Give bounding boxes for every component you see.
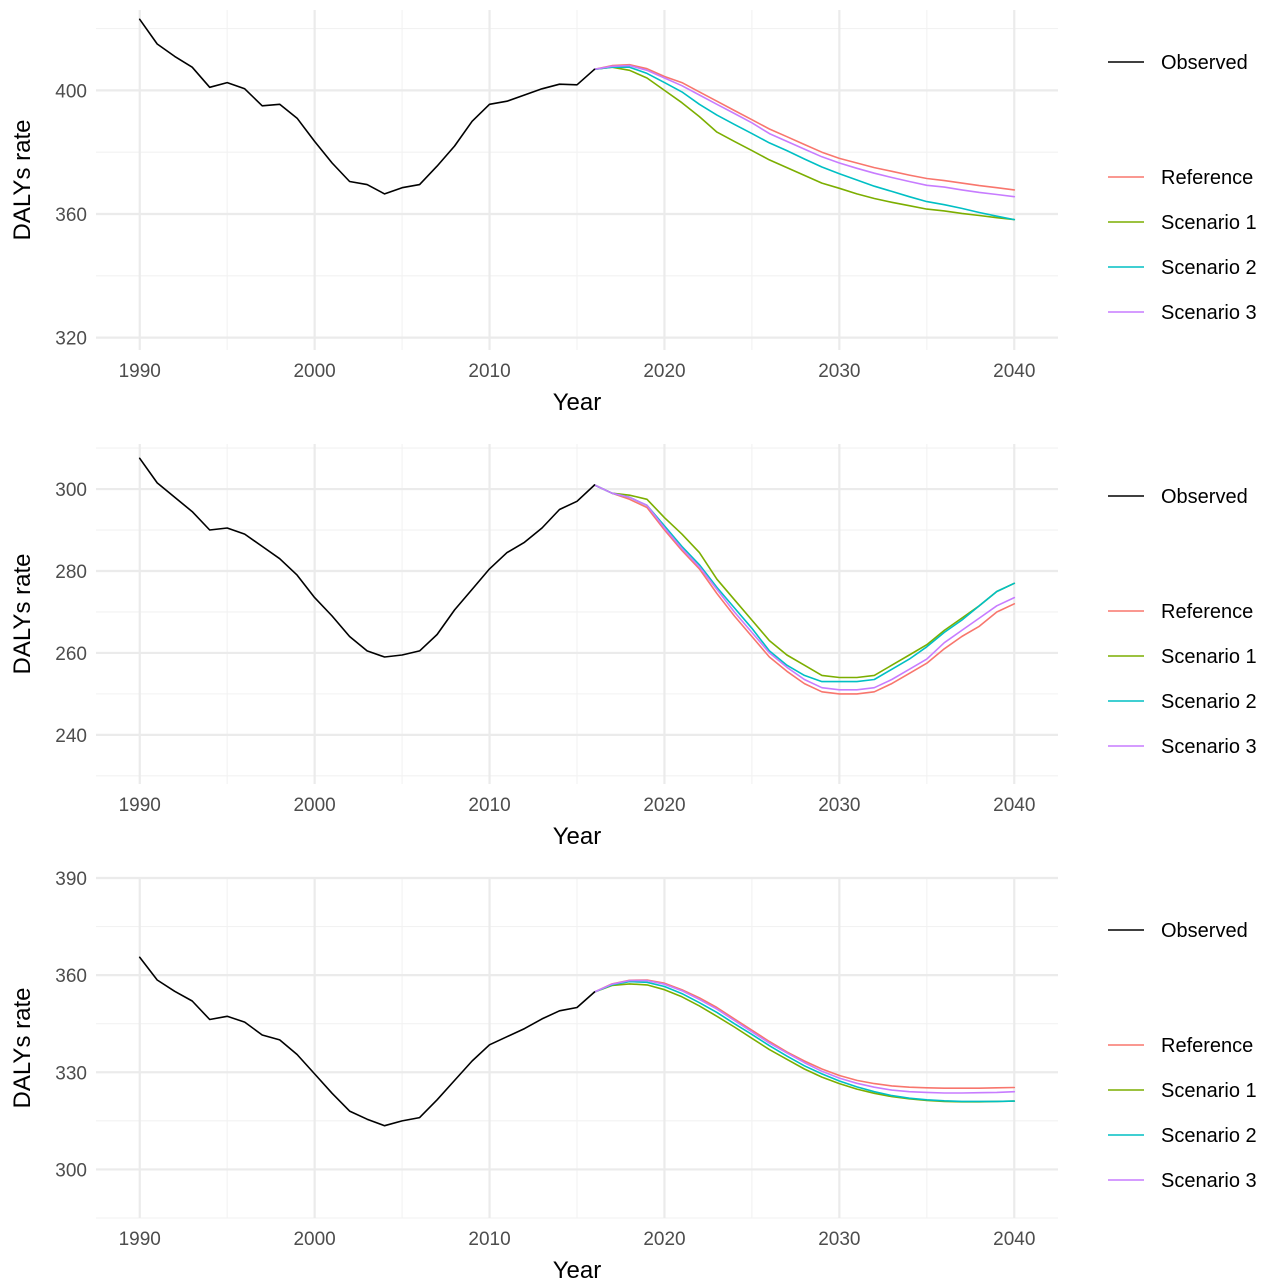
series-line-scenario-3 bbox=[593, 64, 1016, 198]
y-tick-label: 390 bbox=[55, 869, 87, 890]
series-line-reference bbox=[593, 979, 1016, 1089]
series-line-scenario-1 bbox=[593, 484, 1016, 679]
y-axis-title: DALYs rate bbox=[9, 554, 36, 675]
chart-panel-2: 1990 2000 2010 2020 2030 2040 240 260 280 300 Year… bbox=[9, 444, 1257, 850]
y-tick-label: 400 bbox=[55, 81, 87, 102]
legend-label-reference: Reference bbox=[1161, 601, 1253, 623]
y-tick-label: 330 bbox=[55, 1063, 87, 1084]
legend-label-reference: Reference bbox=[1161, 1035, 1253, 1057]
series-line-observed bbox=[138, 956, 596, 1127]
x-tick-label: 2010 bbox=[468, 1229, 510, 1250]
chart-panel-3: 1990 2000 2010 2020 2030 2040 300 330 360 390 Year… bbox=[9, 869, 1257, 1284]
x-tick-label: 2040 bbox=[993, 361, 1035, 382]
x-tick-label: 2030 bbox=[818, 361, 860, 382]
y-tick-label: 300 bbox=[55, 480, 87, 501]
y-tick-label: 260 bbox=[55, 644, 87, 665]
x-tick-label: 2030 bbox=[818, 1229, 860, 1250]
y-tick-label: 360 bbox=[55, 205, 87, 226]
legend: Observed Reference Scenario 1 Scenario 2 Sce… bbox=[1108, 486, 1257, 758]
legend: Observed Reference Scenario 1 Scenario 2 Sce… bbox=[1108, 920, 1257, 1192]
x-tick-label: 2010 bbox=[468, 361, 510, 382]
y-tick-label: 300 bbox=[55, 1160, 87, 1181]
x-tick-label: 2020 bbox=[643, 1229, 685, 1250]
x-tick-label: 2000 bbox=[293, 795, 335, 816]
series-line-reference bbox=[593, 484, 1016, 695]
x-tick-label: 2020 bbox=[643, 795, 685, 816]
y-tick-label: 360 bbox=[55, 966, 87, 987]
series-line-scenario-3 bbox=[593, 979, 1016, 1094]
series-line-scenario-2 bbox=[593, 484, 1016, 683]
x-tick-label: 2010 bbox=[468, 795, 510, 816]
y-axis-title: DALYs rate bbox=[9, 120, 36, 241]
x-axis-title: Year bbox=[553, 389, 602, 416]
x-tick-label: 2000 bbox=[293, 361, 335, 382]
legend-label-scenario-2: Scenario 2 bbox=[1161, 691, 1257, 713]
legend-label-scenario-2: Scenario 2 bbox=[1161, 257, 1257, 279]
series-line-scenario-1 bbox=[593, 983, 1016, 1103]
legend-label-scenario-3: Scenario 3 bbox=[1161, 1170, 1257, 1192]
x-tick-label: 2040 bbox=[993, 795, 1035, 816]
legend: Observed Reference Scenario 1 Scenario 2 Sce… bbox=[1108, 52, 1257, 324]
legend-label-scenario-1: Scenario 1 bbox=[1161, 212, 1257, 234]
y-tick-label: 240 bbox=[55, 726, 87, 747]
chart-panel-1: 1990 2000 2010 2020 2030 2040 320 360 400 Year DAL… bbox=[9, 10, 1257, 416]
x-tick-label: 1990 bbox=[119, 361, 161, 382]
y-tick-label: 320 bbox=[55, 329, 87, 350]
legend-label-scenario-3: Scenario 3 bbox=[1161, 302, 1257, 324]
series-line-observed bbox=[138, 457, 596, 658]
legend-label-observed: Observed bbox=[1161, 486, 1248, 508]
series-line-scenario-2 bbox=[593, 66, 1016, 221]
series-line-scenario-2 bbox=[593, 980, 1016, 1103]
legend-label-reference: Reference bbox=[1161, 167, 1253, 189]
legend-label-scenario-3: Scenario 3 bbox=[1161, 736, 1257, 758]
series-line-observed bbox=[138, 18, 596, 195]
y-axis-title: DALYs rate bbox=[9, 988, 36, 1109]
x-tick-label: 2040 bbox=[993, 1229, 1035, 1250]
legend-label-scenario-2: Scenario 2 bbox=[1161, 1125, 1257, 1147]
x-tick-label: 1990 bbox=[119, 1229, 161, 1250]
x-tick-label: 2000 bbox=[293, 1229, 335, 1250]
x-tick-label: 2020 bbox=[643, 361, 685, 382]
y-tick-label: 280 bbox=[55, 562, 87, 583]
legend-label-observed: Observed bbox=[1161, 920, 1248, 942]
series-line-scenario-1 bbox=[593, 66, 1016, 221]
legend-label-scenario-1: Scenario 1 bbox=[1161, 646, 1257, 668]
series-line-reference bbox=[593, 63, 1016, 191]
x-axis-title: Year bbox=[553, 823, 602, 850]
legend-label-observed: Observed bbox=[1161, 52, 1248, 74]
x-tick-label: 1990 bbox=[119, 795, 161, 816]
x-tick-label: 2030 bbox=[818, 795, 860, 816]
series-line-scenario-3 bbox=[593, 484, 1016, 691]
legend-label-scenario-1: Scenario 1 bbox=[1161, 1080, 1257, 1102]
x-axis-title: Year bbox=[553, 1257, 602, 1284]
